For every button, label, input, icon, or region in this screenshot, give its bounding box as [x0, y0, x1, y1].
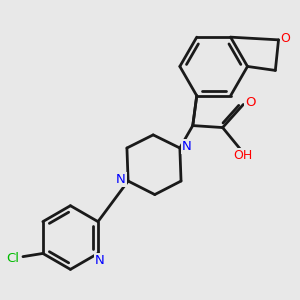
Text: OH: OH	[233, 149, 252, 162]
Text: N: N	[95, 254, 105, 267]
Text: Cl: Cl	[7, 252, 20, 265]
Text: N: N	[182, 140, 192, 153]
Text: O: O	[245, 96, 256, 109]
Text: N: N	[116, 173, 126, 186]
Text: O: O	[281, 32, 291, 45]
